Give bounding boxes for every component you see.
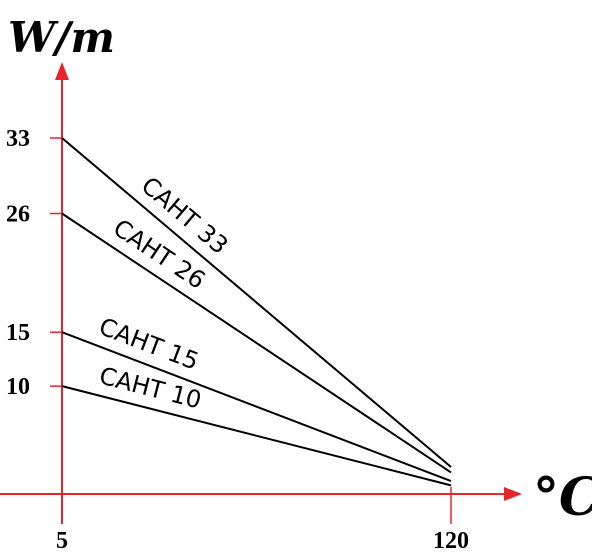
series-line: [61, 331, 452, 482]
x-axis-label: °C: [533, 467, 592, 528]
y-tick-label: 10: [6, 374, 30, 400]
series-line: [61, 212, 452, 474]
series-line: [61, 385, 452, 487]
x-tick-label: 120: [433, 528, 469, 554]
x-tick-label: 5: [56, 528, 68, 554]
series-line: [61, 137, 452, 468]
y-tick-label: 26: [6, 202, 30, 228]
y-axis-arrow: [55, 62, 69, 80]
y-tick-label: 15: [6, 320, 30, 346]
series-lines: [61, 137, 452, 487]
y-tick-label: 33: [6, 126, 30, 152]
y-ticks: 33 26 15 10: [6, 126, 62, 400]
y-axis-label: W/m: [8, 13, 115, 62]
x-ticks: 5 120: [56, 528, 469, 554]
x-axis-arrow: [504, 487, 522, 501]
